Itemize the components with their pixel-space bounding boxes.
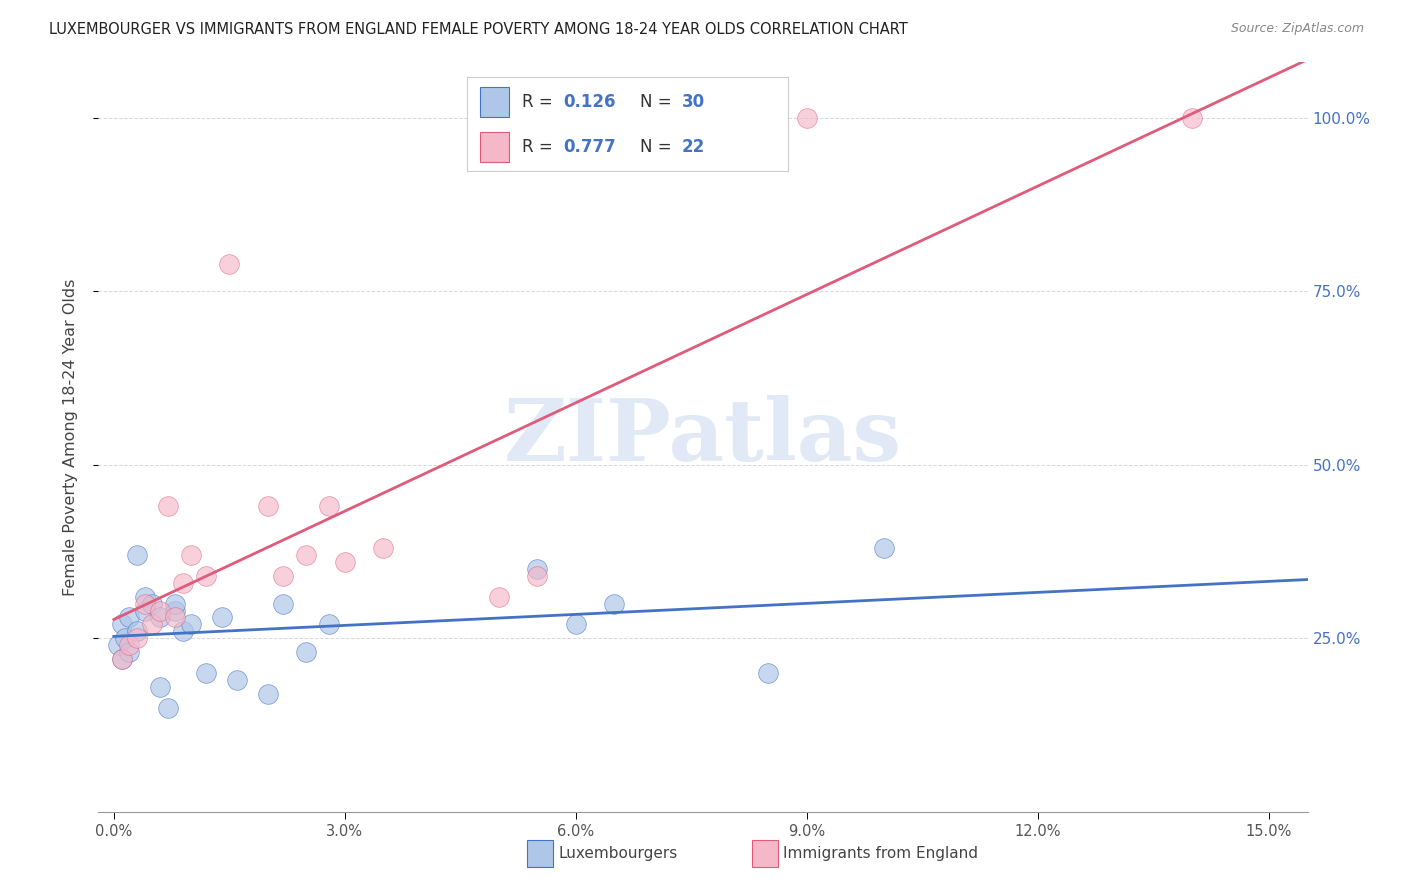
- Point: [1181, 111, 1204, 125]
- Point: [271, 569, 294, 583]
- Point: [107, 638, 129, 652]
- Point: [758, 665, 780, 680]
- Point: [295, 645, 318, 659]
- Y-axis label: Female Poverty Among 18-24 Year Olds: Female Poverty Among 18-24 Year Olds: [63, 278, 77, 596]
- Point: [110, 617, 132, 632]
- Point: [149, 603, 172, 617]
- Point: [226, 673, 249, 687]
- Point: [165, 597, 187, 611]
- Point: [180, 617, 202, 632]
- Text: LUXEMBOURGER VS IMMIGRANTS FROM ENGLAND FEMALE POVERTY AMONG 18-24 YEAR OLDS COR: LUXEMBOURGER VS IMMIGRANTS FROM ENGLAND …: [49, 22, 908, 37]
- Point: [149, 610, 172, 624]
- Point: [172, 575, 194, 590]
- Point: [141, 617, 163, 632]
- Point: [125, 632, 148, 646]
- Point: [125, 548, 148, 562]
- Point: [156, 700, 179, 714]
- Point: [195, 569, 218, 583]
- Point: [134, 597, 156, 611]
- Point: [118, 645, 141, 659]
- Point: [165, 610, 187, 624]
- Point: [796, 111, 818, 125]
- Point: [211, 610, 233, 624]
- Point: [257, 687, 280, 701]
- Point: [603, 597, 626, 611]
- Point: [373, 541, 395, 555]
- Point: [318, 500, 340, 514]
- Text: Immigrants from England: Immigrants from England: [783, 847, 979, 861]
- Point: [295, 548, 318, 562]
- Point: [156, 500, 179, 514]
- Point: [118, 610, 141, 624]
- Point: [134, 590, 156, 604]
- Point: [114, 632, 136, 646]
- Point: [125, 624, 148, 639]
- Point: [333, 555, 356, 569]
- Point: [526, 569, 548, 583]
- Text: ZIPatlas: ZIPatlas: [503, 395, 903, 479]
- Text: Source: ZipAtlas.com: Source: ZipAtlas.com: [1230, 22, 1364, 36]
- Point: [141, 597, 163, 611]
- Point: [165, 603, 187, 617]
- Point: [318, 617, 340, 632]
- Point: [218, 257, 240, 271]
- Point: [180, 548, 202, 562]
- Point: [110, 652, 132, 666]
- Point: [873, 541, 896, 555]
- Point: [195, 665, 218, 680]
- Point: [134, 603, 156, 617]
- Point: [149, 680, 172, 694]
- Text: Luxembourgers: Luxembourgers: [558, 847, 678, 861]
- Point: [526, 562, 548, 576]
- Point: [257, 500, 280, 514]
- Point: [172, 624, 194, 639]
- Point: [118, 638, 141, 652]
- Point: [565, 617, 588, 632]
- Point: [488, 590, 510, 604]
- Point: [110, 652, 132, 666]
- Point: [271, 597, 294, 611]
